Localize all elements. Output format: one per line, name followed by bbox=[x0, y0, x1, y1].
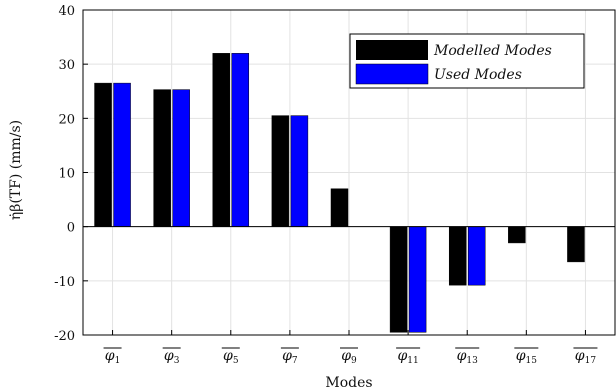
x-tick-label-phi13: φ13 bbox=[457, 348, 479, 366]
y-tick-label: 20 bbox=[58, 112, 75, 127]
bar-modelled-5 bbox=[212, 53, 231, 227]
bar-used-7 bbox=[290, 115, 309, 227]
x-tick-label-phi15: φ15 bbox=[516, 348, 538, 366]
bar-modelled-1 bbox=[94, 82, 112, 227]
legend-label-modelled: Modelled Modes bbox=[433, 43, 552, 59]
x-tick-label-phi3: φ3 bbox=[164, 348, 180, 366]
bar-modelled-17 bbox=[567, 226, 585, 263]
y-tick-label: 40 bbox=[58, 4, 75, 19]
x-tick-label-phi7: φ7 bbox=[282, 348, 298, 366]
bar-modelled-7 bbox=[271, 115, 290, 227]
grid-lines bbox=[83, 9, 615, 336]
y-tick-label: 30 bbox=[58, 58, 75, 73]
y-tick-label: -10 bbox=[54, 275, 75, 290]
bars bbox=[94, 53, 585, 333]
legend: Modelled Modes Used Modes bbox=[349, 33, 585, 89]
x-tick-label-phi9: φ9 bbox=[341, 348, 357, 366]
bar-modelled-3 bbox=[153, 89, 171, 227]
legend-label-used: Used Modes bbox=[434, 67, 522, 83]
x-tick-label-phi17: φ17 bbox=[575, 348, 597, 366]
bar-modelled-13 bbox=[448, 226, 467, 286]
x-tick-label-phi5: φ5 bbox=[223, 348, 239, 366]
x-tick-label-phi1: φ1 bbox=[105, 348, 121, 366]
bar-used-3 bbox=[172, 89, 190, 227]
bar-modelled-15 bbox=[508, 226, 526, 244]
y-tick-label: -20 bbox=[54, 329, 75, 344]
x-tick-labels: φ1 φ3 φ5 φ7 φ9 φ11 φ13 φ15 φ17 bbox=[103, 330, 598, 366]
legend-swatch-modelled bbox=[356, 40, 428, 60]
bar-used-1 bbox=[113, 82, 131, 227]
x-axis-label: Modes bbox=[325, 375, 372, 391]
bar-used-5 bbox=[231, 53, 250, 227]
x-tick-label-phi11: φ11 bbox=[397, 348, 418, 366]
y-tick-labels: -20 -10 0 10 20 30 40 bbox=[54, 4, 88, 344]
bar-used-13 bbox=[467, 226, 486, 286]
y-axis-label: η̇β(TF) (mm/s) bbox=[8, 120, 24, 220]
y-tick-label: 0 bbox=[67, 221, 75, 236]
bar-modelled-11 bbox=[389, 226, 408, 333]
bar-used-11 bbox=[408, 226, 427, 333]
y-tick-label: 10 bbox=[58, 167, 75, 182]
bar-modelled-9 bbox=[330, 188, 349, 227]
legend-swatch-used bbox=[355, 63, 429, 85]
